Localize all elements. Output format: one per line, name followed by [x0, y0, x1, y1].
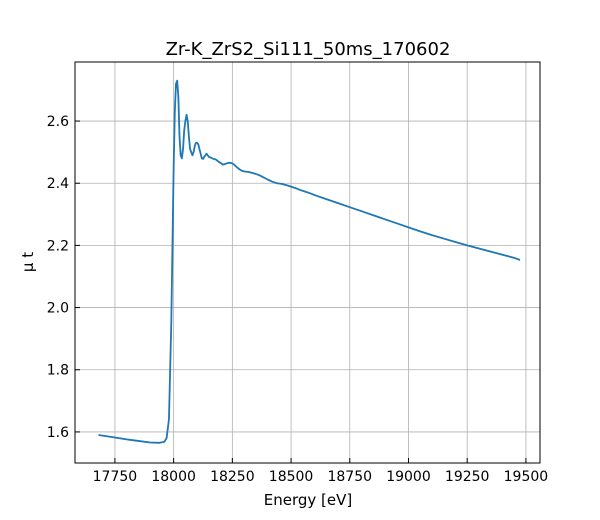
- x-tick-label: 17750: [93, 469, 138, 485]
- x-axis-label: Energy [eV]: [264, 491, 352, 509]
- y-axis: 1.6 1.8 2.0 2.2 2.4 2.6: [47, 114, 80, 441]
- x-tick-label: 18750: [327, 469, 372, 485]
- y-axis-label: μ t: [19, 252, 37, 272]
- x-tick-label: 19500: [504, 469, 549, 485]
- chart-title: Zr-K_ZrS2_Si111_50ms_170602: [166, 39, 451, 60]
- x-tick-label: 18000: [151, 469, 196, 485]
- x-tick-label: 18500: [269, 469, 314, 485]
- y-tick-label: 2.4: [47, 176, 69, 192]
- y-tick-label: 1.6: [47, 425, 69, 441]
- y-tick-label: 2.0: [47, 301, 69, 317]
- x-axis: 17750 18000 18250 18500 18750 19000 19250 19500: [93, 458, 549, 485]
- grid-lines: [75, 62, 540, 463]
- series-line: [98, 79, 521, 444]
- y-tick-label: 2.6: [47, 114, 69, 130]
- plot-frame: [74, 61, 541, 464]
- x-tick-label: 18250: [210, 469, 255, 485]
- y-tick-label: 2.2: [47, 238, 69, 254]
- x-tick-label: 19250: [445, 469, 490, 485]
- y-tick-label: 1.8: [47, 363, 69, 379]
- series-layer: [98, 79, 521, 444]
- x-tick-label: 19000: [386, 469, 431, 485]
